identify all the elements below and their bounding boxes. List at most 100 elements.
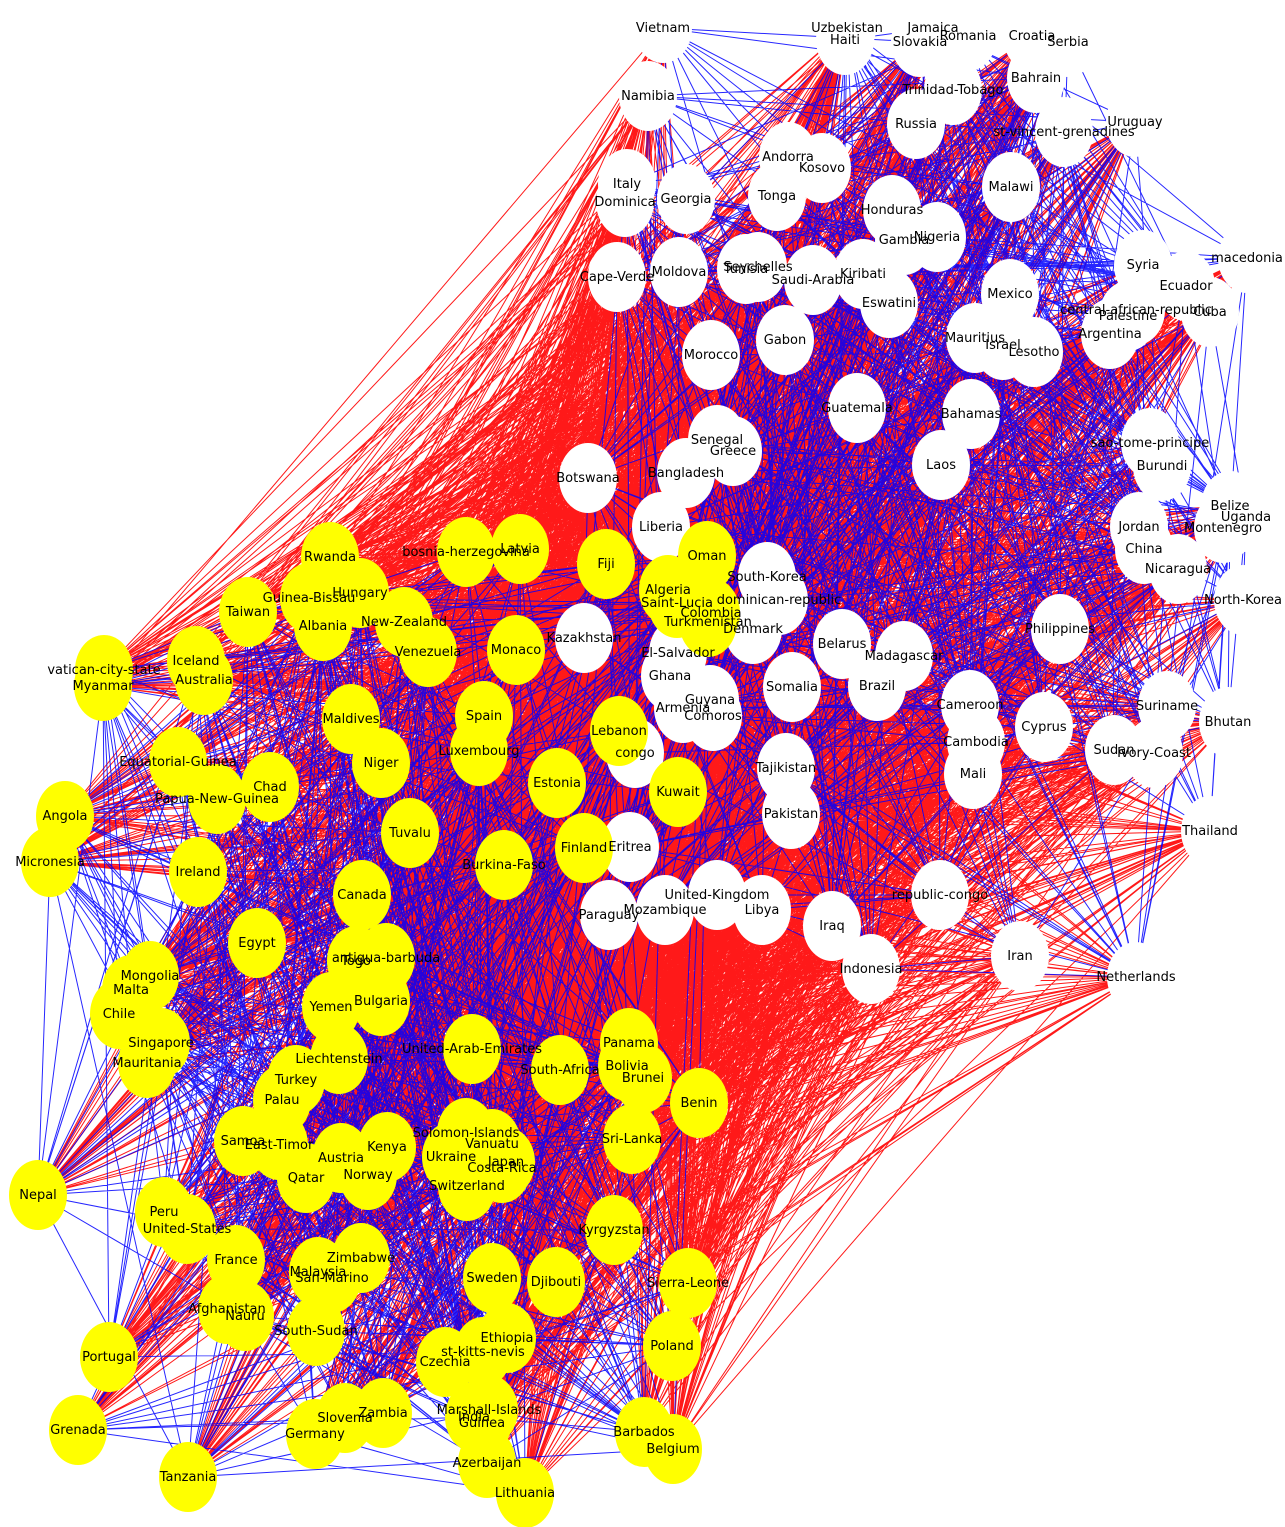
node-circle: [1005, 317, 1063, 387]
node-circle: [1218, 223, 1276, 293]
node-label: Brazil: [859, 679, 895, 694]
graph-node: [632, 492, 690, 562]
node-label: Oman: [687, 549, 726, 564]
node-circle: [527, 1247, 585, 1317]
node-label: Morocco: [684, 348, 738, 363]
node-label: Yemen: [308, 1000, 352, 1015]
graph-node: [496, 1458, 554, 1527]
node-label: Chile: [103, 1007, 136, 1022]
node-label: Vanuatu: [465, 1137, 519, 1152]
node-circle: [450, 716, 508, 786]
graph-node: [228, 908, 286, 978]
node-label: Chad: [253, 780, 287, 795]
graph-node: [784, 245, 842, 315]
graph-node: [354, 1378, 412, 1448]
node-circle: [1214, 565, 1272, 635]
node-label: Finland: [561, 841, 607, 856]
node-label: Afghanistan: [188, 1302, 265, 1317]
node-circle: [228, 908, 286, 978]
node-label: Palau: [264, 1093, 299, 1108]
node-label: Micronesia: [15, 855, 85, 870]
node-label: Uruguay: [1107, 115, 1163, 130]
node-circle: [762, 779, 820, 849]
node-label: Equatorial-Guinea: [119, 755, 237, 770]
graph-node: [748, 161, 806, 231]
graph-node: [848, 651, 906, 721]
graph-node: [531, 1035, 589, 1105]
graph-node: [682, 320, 740, 390]
node-label: Cambodia: [943, 735, 1009, 750]
graph-node: [643, 1311, 701, 1381]
node-circle: [644, 1414, 702, 1484]
graph-node: [21, 827, 79, 897]
node-label: China: [1125, 542, 1162, 557]
node-label: Nepal: [19, 1188, 57, 1203]
node-label: Spain: [466, 709, 502, 724]
graph-node: [649, 757, 707, 827]
node-circle: [670, 1068, 728, 1138]
graph-node: [528, 748, 586, 818]
graph-node: [287, 1296, 345, 1366]
node-label: st-kitts-nevis: [441, 1345, 525, 1360]
node-circle: [912, 430, 970, 500]
node-label: Uzbekistan: [811, 21, 883, 36]
node-circle: [580, 880, 638, 950]
node-label: Sweden: [466, 1271, 517, 1286]
node-circle: [659, 1248, 717, 1318]
node-label: Sri-Lanka: [602, 1132, 663, 1147]
node-label: Benin: [680, 1096, 717, 1111]
node-circle: [277, 1143, 335, 1213]
graph-node: [793, 133, 851, 203]
node-circle: [241, 752, 299, 822]
node-label: Kiribati: [840, 267, 886, 282]
node-label: Greece: [710, 444, 756, 459]
node-label: Egypt: [238, 936, 276, 951]
node-label: Liberia: [639, 520, 683, 535]
node-circle: [352, 728, 410, 798]
node-label: Guinea-Bissau: [263, 591, 356, 606]
node-label: republic-congo: [892, 888, 988, 903]
node-circle: [1007, 43, 1065, 113]
node-label: Madagascar: [865, 649, 945, 664]
node-label: Armenia: [656, 701, 711, 716]
node-label: Croatia: [1009, 29, 1056, 44]
graph-node: [159, 1442, 217, 1512]
graph-node: [590, 696, 648, 766]
node-label: Tuvalu: [388, 826, 431, 841]
node-label: North-Korea: [1204, 593, 1282, 608]
node-circle: [588, 242, 646, 312]
node-circle: [443, 1014, 501, 1084]
graph-node: [939, 1, 997, 71]
node-circle: [657, 438, 715, 508]
node-label: Ireland: [176, 865, 221, 880]
graph-node: [399, 617, 457, 687]
node-label: Laos: [926, 458, 956, 473]
node-label: Guatemala: [821, 401, 893, 416]
node-label: Serbia: [1047, 35, 1088, 50]
node-label: San-Marino: [295, 1271, 369, 1286]
node-label: Djibouti: [531, 1275, 581, 1290]
graph-node: [991, 921, 1049, 991]
node-circle: [555, 603, 613, 673]
node-label: United-Arab-Emirates: [402, 1042, 542, 1057]
node-label: Bolivia: [605, 1059, 648, 1074]
node-circle: [531, 1035, 589, 1105]
node-circle: [169, 837, 227, 907]
node-circle: [619, 61, 677, 131]
node-label: Grenada: [50, 1423, 106, 1438]
node-label: Mexico: [987, 287, 1032, 302]
node-circle: [555, 813, 613, 883]
node-circle: [1181, 277, 1239, 347]
graph-node: [1125, 718, 1183, 788]
node-circle: [632, 492, 690, 562]
node-label: Mauritania: [112, 1056, 181, 1071]
node-circle: [816, 5, 874, 75]
node-circle: [1015, 692, 1073, 762]
graph-node: [619, 61, 677, 131]
node-label: Trinidad-Tobago: [902, 83, 1004, 98]
graph-node: [90, 979, 148, 1049]
node-label: Iceland: [172, 654, 219, 669]
node-label: Nicaragua: [1145, 562, 1211, 577]
graph-node: [688, 860, 746, 930]
